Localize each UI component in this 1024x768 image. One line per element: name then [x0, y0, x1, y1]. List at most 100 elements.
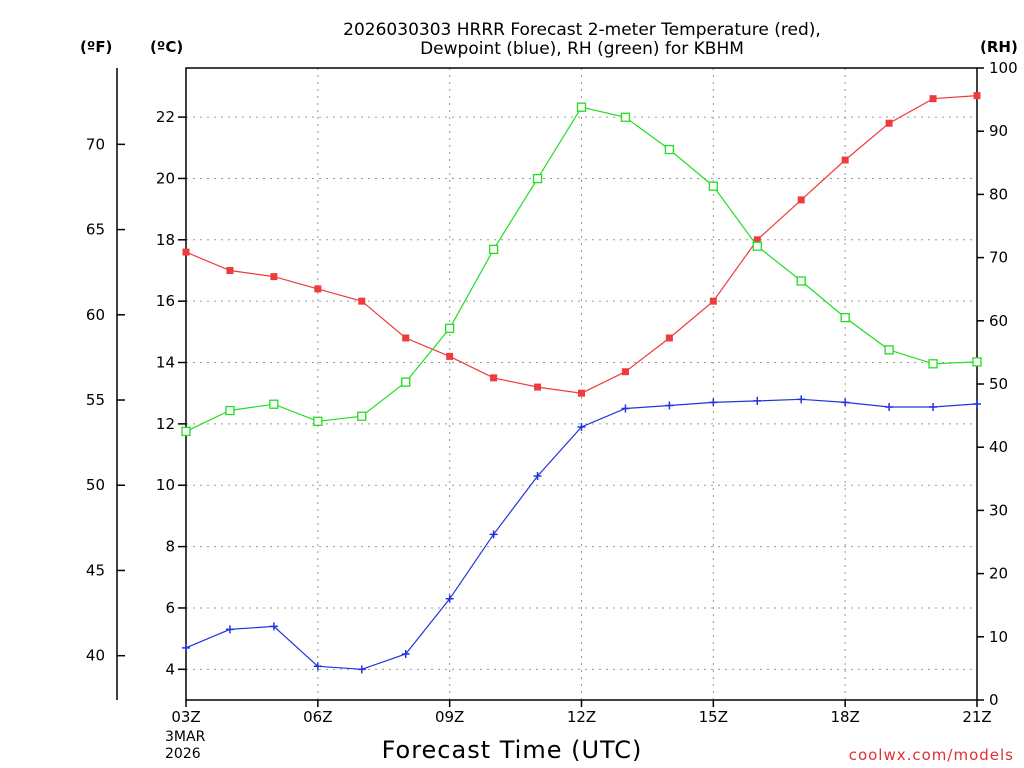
rh-tick-label: 30: [989, 501, 1008, 519]
fahrenheit-axis: 40 45 50 55 60 65 70: [86, 135, 125, 665]
point-temperature: [797, 196, 805, 204]
point-temperature: [885, 119, 893, 127]
rh-tick-label: 90: [989, 122, 1008, 140]
rh-tick-label: 10: [989, 628, 1008, 646]
point-dewpoint: [973, 399, 981, 408]
fahrenheit-unit-label: (ºF): [80, 38, 112, 56]
rh-tick-label: 40: [989, 438, 1008, 456]
x-axis-title: Forecast Time (UTC): [382, 736, 643, 764]
time-axis: 03Z 06Z 09Z 12Z 15Z 18Z 21Z: [171, 700, 992, 726]
rh-tick-label: 20: [989, 565, 1008, 583]
fahrenheit-tick-label: 70: [86, 135, 105, 153]
point-rh: [708, 181, 718, 191]
point-temperature: [621, 368, 629, 376]
point-temperature: [973, 92, 981, 100]
point-dewpoint: [269, 622, 278, 631]
fahrenheit-tick-label: 60: [86, 306, 105, 324]
celsius-tick-label: 4: [165, 660, 175, 678]
rh-tick-label: 0: [989, 691, 999, 709]
date-label-year: 2026: [165, 746, 201, 762]
point-rh: [401, 377, 411, 387]
time-tick-label: 03Z: [171, 708, 200, 726]
point-temperature: [402, 334, 410, 342]
point-temperature: [358, 297, 366, 305]
point-dewpoint: [665, 401, 674, 410]
point-rh: [752, 241, 762, 251]
fahrenheit-tick-label: 50: [86, 476, 105, 494]
date-label-day: 3MAR: [165, 729, 206, 745]
celsius-tick-label: 8: [165, 538, 175, 556]
rh-tick-label: 70: [989, 249, 1008, 267]
series-dewpoint: [182, 395, 981, 674]
point-dewpoint: [182, 643, 190, 652]
point-temperature: [578, 389, 585, 397]
celsius-axis: 4 6 8 10 12 14 16 18 20 22: [156, 108, 186, 678]
chart-title-line-2: Dewpoint (blue), RH (green) for KBHM: [420, 39, 744, 59]
point-rh: [313, 416, 323, 426]
grid: [186, 68, 977, 700]
series-line-rh: [185, 106, 978, 432]
point-rh: [620, 112, 631, 122]
point-dewpoint: [313, 662, 322, 671]
rh-tick-label: 100: [989, 59, 1018, 77]
point-dewpoint: [445, 594, 454, 603]
fahrenheit-tick-label: 65: [86, 221, 105, 239]
point-temperature: [446, 352, 454, 360]
point-rh: [840, 312, 850, 323]
series-temperature: [182, 92, 981, 397]
credit-link[interactable]: coolwx.com/models: [849, 746, 1014, 764]
rh-tick-label: 80: [989, 185, 1008, 203]
time-tick-label: 06Z: [303, 708, 332, 726]
celsius-tick-label: 20: [156, 169, 175, 187]
point-dewpoint: [841, 398, 850, 407]
point-temperature: [182, 248, 190, 256]
celsius-tick-label: 22: [156, 108, 175, 126]
chart-title-line-1: 2026030303 HRRR Forecast 2-meter Tempera…: [343, 20, 821, 40]
point-dewpoint: [225, 625, 234, 634]
point-dewpoint: [621, 404, 630, 413]
point-dewpoint: [709, 398, 718, 407]
point-temperature: [270, 273, 278, 281]
point-rh: [225, 405, 235, 416]
point-rh: [357, 411, 367, 421]
point-rh: [445, 323, 455, 334]
celsius-tick-label: 16: [156, 292, 175, 310]
point-dewpoint: [929, 403, 938, 412]
point-temperature: [929, 95, 937, 103]
rh-unit-label: (RH): [980, 38, 1018, 56]
time-tick-label: 18Z: [830, 708, 859, 726]
point-rh: [269, 399, 279, 409]
point-rh: [488, 244, 499, 255]
celsius-tick-label: 14: [156, 354, 175, 372]
point-temperature: [490, 374, 498, 382]
rh-axis: 0 10 20 30 40 50 60 70 80 90 100: [977, 59, 1018, 709]
point-temperature: [534, 383, 542, 391]
point-dewpoint: [753, 396, 762, 405]
fahrenheit-tick-label: 55: [86, 391, 105, 409]
point-temperature: [314, 285, 322, 293]
point-dewpoint: [533, 472, 542, 481]
point-temperature: [665, 334, 673, 342]
celsius-tick-label: 6: [165, 599, 175, 617]
point-rh: [576, 102, 587, 112]
series-rh: [181, 102, 982, 437]
time-tick-label: 09Z: [435, 708, 464, 726]
point-rh: [796, 276, 806, 286]
point-dewpoint: [401, 649, 410, 658]
celsius-unit-label: (ºC): [150, 38, 183, 56]
fahrenheit-tick-label: 40: [86, 647, 105, 665]
celsius-tick-label: 10: [156, 476, 175, 494]
time-tick-label: 21Z: [962, 708, 991, 726]
point-temperature: [709, 297, 717, 305]
point-dewpoint: [885, 403, 894, 412]
rh-tick-label: 60: [989, 312, 1008, 330]
point-rh: [884, 345, 894, 355]
fahrenheit-tick-label: 45: [86, 561, 105, 579]
celsius-tick-label: 18: [156, 231, 175, 249]
celsius-tick-label: 12: [156, 415, 175, 433]
point-rh: [664, 144, 675, 155]
series: [181, 92, 982, 674]
time-tick-label: 15Z: [699, 708, 728, 726]
point-rh: [181, 426, 191, 437]
